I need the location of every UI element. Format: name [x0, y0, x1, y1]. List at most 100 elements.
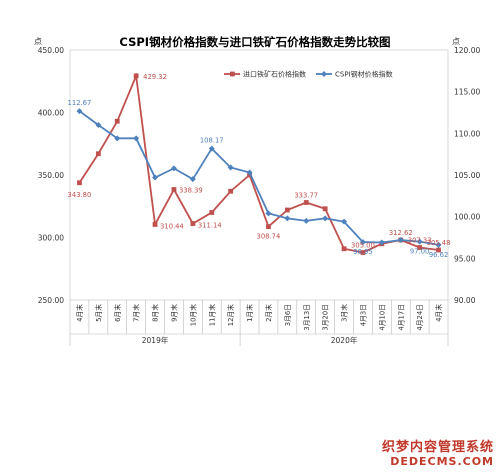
data-label: 338.39	[179, 187, 203, 195]
data-point	[436, 247, 441, 253]
series-line	[78, 72, 439, 254]
plot-area	[69, 49, 449, 301]
data-point	[208, 145, 215, 152]
data-point	[189, 176, 196, 183]
data-point	[341, 218, 348, 225]
y-right-tick-label: 105.00	[454, 171, 480, 180]
data-label: 96.95	[353, 248, 372, 256]
y-left-tick-label: 300.00	[38, 234, 64, 243]
watermark: 织梦内容管理系统 DEDECMS.COM	[381, 440, 494, 469]
y-right-tick-label: 95.00	[454, 254, 476, 263]
year-label: 2019年	[142, 335, 169, 345]
legend-label: 进口铁矿石价格指数	[243, 70, 306, 79]
data-point	[246, 169, 253, 176]
x-axis: 4月末 5月末 6月末 7月末 8月末 9月末 10月末 11月末 12月末 1月末 2月末 3月6日…	[69, 300, 449, 346]
series-line	[78, 110, 439, 246]
data-label: 108.17	[200, 137, 224, 145]
data-point	[77, 180, 82, 186]
data-label: 343.80	[68, 191, 92, 199]
data-point	[303, 217, 310, 224]
data-label: 429.32	[143, 73, 167, 81]
y-left-tick-label: 250.00	[38, 296, 64, 305]
data-point	[152, 222, 158, 227]
year-label: 2020年	[331, 335, 358, 345]
legend: 进口铁矿石价格指数 CSPI钢材价格指数	[224, 70, 393, 79]
data-point	[360, 250, 366, 255]
data-label: 312.62	[389, 229, 413, 237]
data-labels: 343.80 429.32 310.44 338.39 311.14 308.74 333.…	[68, 73, 451, 259]
y-right-tick-label: 110.00	[454, 129, 480, 138]
data-point	[322, 206, 328, 212]
y-right-tick-label: 90.00	[454, 296, 476, 305]
x-tick-label: 8月末	[151, 304, 160, 322]
data-point	[265, 210, 272, 217]
data-point	[416, 238, 423, 245]
y-left-unit: 点	[34, 37, 42, 46]
data-point	[341, 246, 347, 252]
data-point	[397, 237, 404, 243]
x-tick-label: 5月末	[94, 304, 103, 322]
x-tick-label: 4月10日	[378, 304, 386, 331]
y-right-tick-label: 115.00	[454, 88, 480, 97]
data-point	[114, 118, 120, 124]
legend-swatch-marker	[230, 71, 235, 77]
data-point	[435, 241, 442, 248]
x-tick-label: 3月13日	[303, 304, 311, 331]
data-point	[133, 73, 139, 79]
data-label: 305.00	[351, 242, 375, 250]
x-tick-label: 2月末	[264, 304, 273, 322]
y-right-unit: 点	[452, 37, 460, 46]
data-point	[359, 239, 366, 246]
data-point	[228, 188, 234, 194]
data-point	[322, 215, 329, 222]
legend-label: CSPI钢材价格指数	[335, 70, 393, 79]
x-tick-label: 11月末	[207, 304, 216, 326]
x-tick-label: 3月20日	[322, 304, 330, 331]
data-point	[133, 135, 140, 142]
series-layer	[76, 72, 442, 255]
data-point	[76, 108, 83, 115]
data-point	[227, 164, 234, 171]
data-label: 333.77	[294, 192, 318, 200]
x-tick-label: 10月末	[188, 304, 197, 326]
data-point	[114, 135, 121, 142]
data-point	[266, 224, 271, 229]
x-tick-label: 4月末	[434, 304, 443, 322]
data-point	[171, 187, 177, 192]
data-point	[378, 239, 385, 246]
y-right-tick-label: 100.00	[454, 213, 480, 222]
watermark-line1: 织梦内容管理系统	[381, 440, 494, 456]
chart-title: CSPI钢材价格指数与进口铁矿石价格指数走势比较图	[119, 35, 390, 49]
x-tick-label: 4月末	[75, 304, 84, 322]
data-label: 96.62	[429, 251, 448, 259]
x-tick-label: 4月24日	[416, 304, 424, 331]
data-label: 308.74	[257, 233, 281, 241]
x-tick-label: 4月17日	[397, 304, 405, 331]
data-point	[95, 151, 101, 157]
x-tick-label: 12月末	[226, 304, 235, 326]
x-tick-label: 3月6日	[284, 304, 292, 326]
data-point	[209, 210, 215, 215]
x-tick-label: 1月末	[245, 304, 254, 322]
y-right-axis: 90.00 95.00 100.00 105.00 110.00 115.00 120.00	[454, 46, 480, 305]
data-point	[303, 200, 309, 205]
data-point	[95, 122, 102, 128]
data-label: 307.33	[408, 237, 432, 245]
data-label: 112.67	[68, 99, 92, 107]
data-label: 311.14	[198, 222, 222, 230]
data-point	[284, 215, 291, 222]
x-tick-label: 7月末	[132, 304, 141, 322]
watermark-line2: DEDECMS.COM	[390, 455, 494, 469]
data-point	[170, 165, 177, 172]
y-right-tick-label: 120.00	[454, 46, 480, 55]
y-left-axis: 250.00 300.00 350.00 400.00 450.00	[38, 46, 64, 305]
y-left-tick-label: 450.00	[38, 46, 64, 55]
data-point	[190, 221, 196, 226]
x-tick-label: 3月末	[340, 304, 349, 322]
x-tick-label: 9月末	[169, 304, 178, 322]
data-label: 310.44	[160, 222, 184, 230]
data-point	[284, 207, 290, 213]
data-label: 97.00	[410, 248, 429, 256]
y-left-tick-label: 400.00	[38, 109, 64, 118]
